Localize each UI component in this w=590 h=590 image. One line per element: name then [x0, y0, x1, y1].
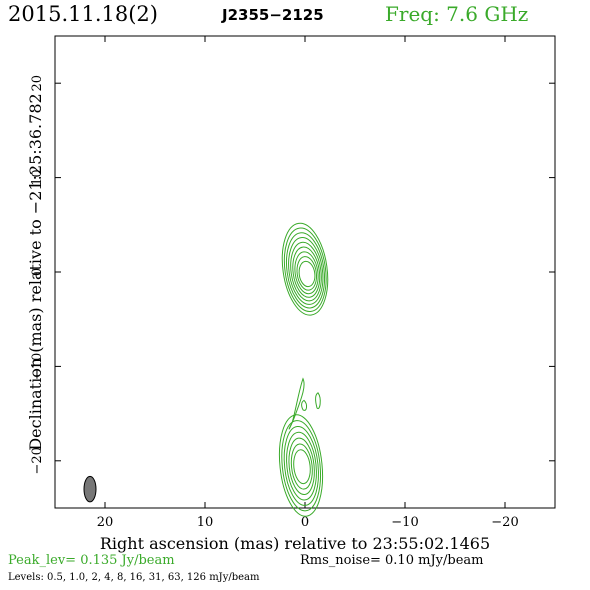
core-contour	[288, 237, 324, 305]
x-tick-labels: 20 10 0 −10 −20	[97, 515, 519, 530]
jet-extension-contour	[315, 392, 321, 410]
core-contour	[290, 241, 322, 302]
y-tick-label: −20	[30, 447, 45, 474]
jet-contour	[281, 420, 322, 512]
jet-contour	[290, 443, 313, 490]
x-tick-label: 10	[197, 515, 214, 530]
beam-ellipse	[83, 475, 97, 503]
y-tick-label: −10	[30, 353, 45, 380]
x-tick-label: 0	[301, 515, 309, 530]
core-contour	[281, 222, 329, 316]
epoch-date: 2015.11.18(2)	[8, 2, 158, 26]
core-contour	[283, 227, 327, 313]
core-contour	[296, 256, 318, 291]
contour-levels: Levels: 0.5, 1.0, 2, 4, 8, 16, 31, 63, 1…	[8, 572, 260, 583]
contours	[278, 222, 329, 517]
core-contour	[294, 251, 319, 295]
y-tick-labels: −20 −10 0 10 20	[30, 75, 45, 475]
jet-contour	[286, 431, 317, 501]
y-tick-label: 10	[30, 169, 45, 186]
core-contour	[298, 260, 316, 288]
core-contour	[285, 232, 326, 309]
jet-contour	[283, 425, 319, 506]
jet-extension-contour	[301, 399, 307, 411]
jet-extension-contour	[288, 377, 305, 430]
rms-noise: Rms_noise= 0.10 mJy/beam	[300, 553, 484, 568]
core-contour	[292, 246, 321, 298]
y-tick-label: 0	[30, 268, 45, 276]
jet-contour	[288, 437, 315, 496]
x-axis-label: Right ascension (mas) relative to 23:55:…	[100, 534, 490, 553]
frequency-label: Freq: 7.6 GHz	[385, 2, 529, 26]
x-tick-label: −20	[491, 515, 518, 530]
plot-frame	[54, 35, 556, 509]
y-axis-label: Declination (mas) relative to −21:25:36.…	[26, 93, 45, 450]
x-tick-label: −10	[391, 515, 418, 530]
axis-ticks	[55, 36, 555, 508]
peak-level: Peak_lev= 0.135 Jy/beam	[8, 553, 175, 568]
y-tick-label: 20	[30, 75, 45, 92]
jet-contour	[293, 449, 311, 485]
x-tick-label: 20	[97, 515, 114, 530]
source-name: J2355−2125	[222, 6, 324, 24]
